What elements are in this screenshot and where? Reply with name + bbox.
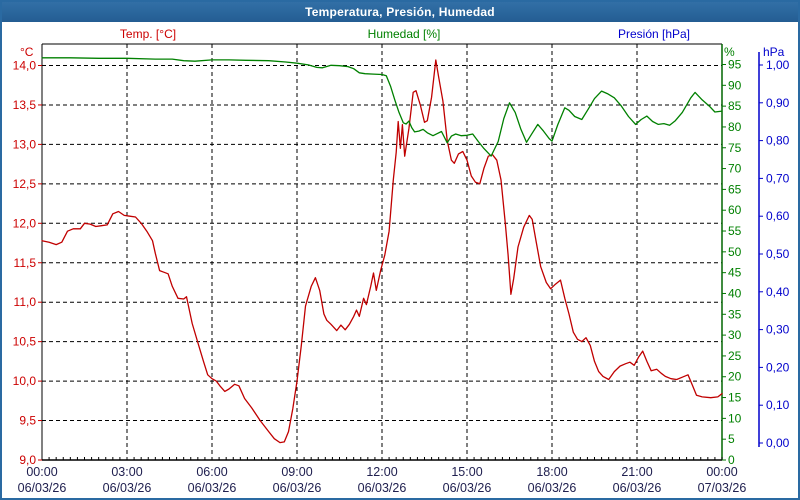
pressure-tick-label: 0,20: [766, 360, 790, 374]
x-date-label: 06/03/26: [358, 481, 407, 495]
legend-pressure: Presión [hPa]: [617, 27, 691, 41]
temp-tick-label: 10,0: [13, 374, 37, 388]
x-date-label: 06/03/26: [273, 481, 322, 495]
temp-tick-label: 12,0: [13, 216, 37, 230]
humidity-tick-label: 60: [728, 203, 742, 217]
humidity-tick-label: 35: [728, 307, 742, 321]
pressure-tick-label: 0,70: [766, 171, 790, 185]
humidity-tick-label: 75: [728, 141, 742, 155]
temp-tick-label: 10,5: [13, 335, 37, 349]
legend-humidity: Humedad [%]: [367, 27, 441, 41]
x-date-label: 07/03/26: [698, 481, 747, 495]
humidity-tick-label: 70: [728, 162, 742, 176]
x-time-label: 06:00: [196, 465, 227, 479]
temp-tick-label: 12,5: [13, 177, 37, 191]
pressure-tick-label: 0,00: [766, 436, 790, 450]
humidity-tick-label: 95: [728, 57, 742, 71]
x-date-label: 06/03/26: [18, 481, 67, 495]
x-date-label: 06/03/26: [188, 481, 237, 495]
humidity-tick-label: 90: [728, 78, 742, 92]
chart-area: Temp. [°C] Humedad [%] Presión [hPa] °C …: [2, 22, 798, 498]
temp-tick-label: 9,0: [19, 453, 36, 467]
chart-plot: 14,0 13,5 13,0 12,5 12,0 11,5 11,0 10,5 10,0 9,5 9…: [13, 43, 790, 495]
x-date-label: 06/03/26: [613, 481, 662, 495]
pressure-tick-label: 0,30: [766, 323, 790, 337]
x-time-label: 15:00: [451, 465, 482, 479]
humidity-tick-label: 5: [728, 432, 735, 446]
x-time-label: 00:00: [706, 465, 737, 479]
humidity-axis-unit: %: [724, 45, 735, 59]
chart-title-bar: Temperatura, Presión, Humedad: [2, 2, 798, 22]
temp-tick-label: 13,0: [13, 137, 37, 151]
x-date-label: 06/03/26: [103, 481, 152, 495]
humidity-tick-label: 25: [728, 349, 742, 363]
pressure-tick-label: 0,40: [766, 285, 790, 299]
x-time-label: 21:00: [621, 465, 652, 479]
humidity-tick-label: 65: [728, 182, 742, 196]
temperature-axis-unit: °C: [20, 45, 34, 59]
x-time-label: 03:00: [111, 465, 142, 479]
temp-tick-label: 14,0: [13, 59, 37, 73]
temperature-curve: [41, 59, 723, 444]
humidity-tick-label: 10: [728, 411, 742, 425]
humidity-tick-label: 20: [728, 370, 742, 384]
humidity-curve: [41, 57, 723, 157]
humidity-tick-label: 15: [728, 391, 742, 405]
pressure-tick-label: 0,90: [766, 96, 790, 110]
pressure-tick-label: 0,60: [766, 209, 790, 223]
x-date-label: 06/03/26: [528, 481, 577, 495]
pressure-tick-label: 0,50: [766, 247, 790, 261]
humidity-tick-label: 55: [728, 224, 742, 238]
x-time-label: 09:00: [281, 465, 312, 479]
temp-tick-label: 11,5: [14, 256, 37, 270]
humidity-tick-label: 45: [728, 266, 742, 280]
chart-title: Temperatura, Presión, Humedad: [305, 5, 495, 19]
humidity-tick-label: 40: [728, 286, 742, 300]
x-time-label: 12:00: [366, 465, 397, 479]
humidity-tick-label: 30: [728, 328, 742, 342]
temp-tick-label: 11,0: [14, 295, 37, 309]
humidity-tick-label: 85: [728, 99, 742, 113]
temp-tick-label: 9,5: [19, 414, 36, 428]
pressure-tick-label: 0,10: [766, 398, 790, 412]
x-time-label: 00:00: [26, 465, 57, 479]
temp-tick-label: 13,5: [13, 98, 37, 112]
x-date-label: 06/03/26: [443, 481, 492, 495]
legend-temperature: Temp. [°C]: [119, 27, 177, 41]
pressure-tick-label: 0,80: [766, 134, 790, 148]
humidity-tick-label: 50: [728, 245, 742, 259]
humidity-tick-label: 0: [728, 453, 735, 467]
x-time-label: 18:00: [536, 465, 567, 479]
humidity-tick-label: 80: [728, 120, 742, 134]
pressure-axis-unit: hPa: [763, 45, 785, 59]
pressure-tick-label: 1,00: [766, 58, 790, 72]
